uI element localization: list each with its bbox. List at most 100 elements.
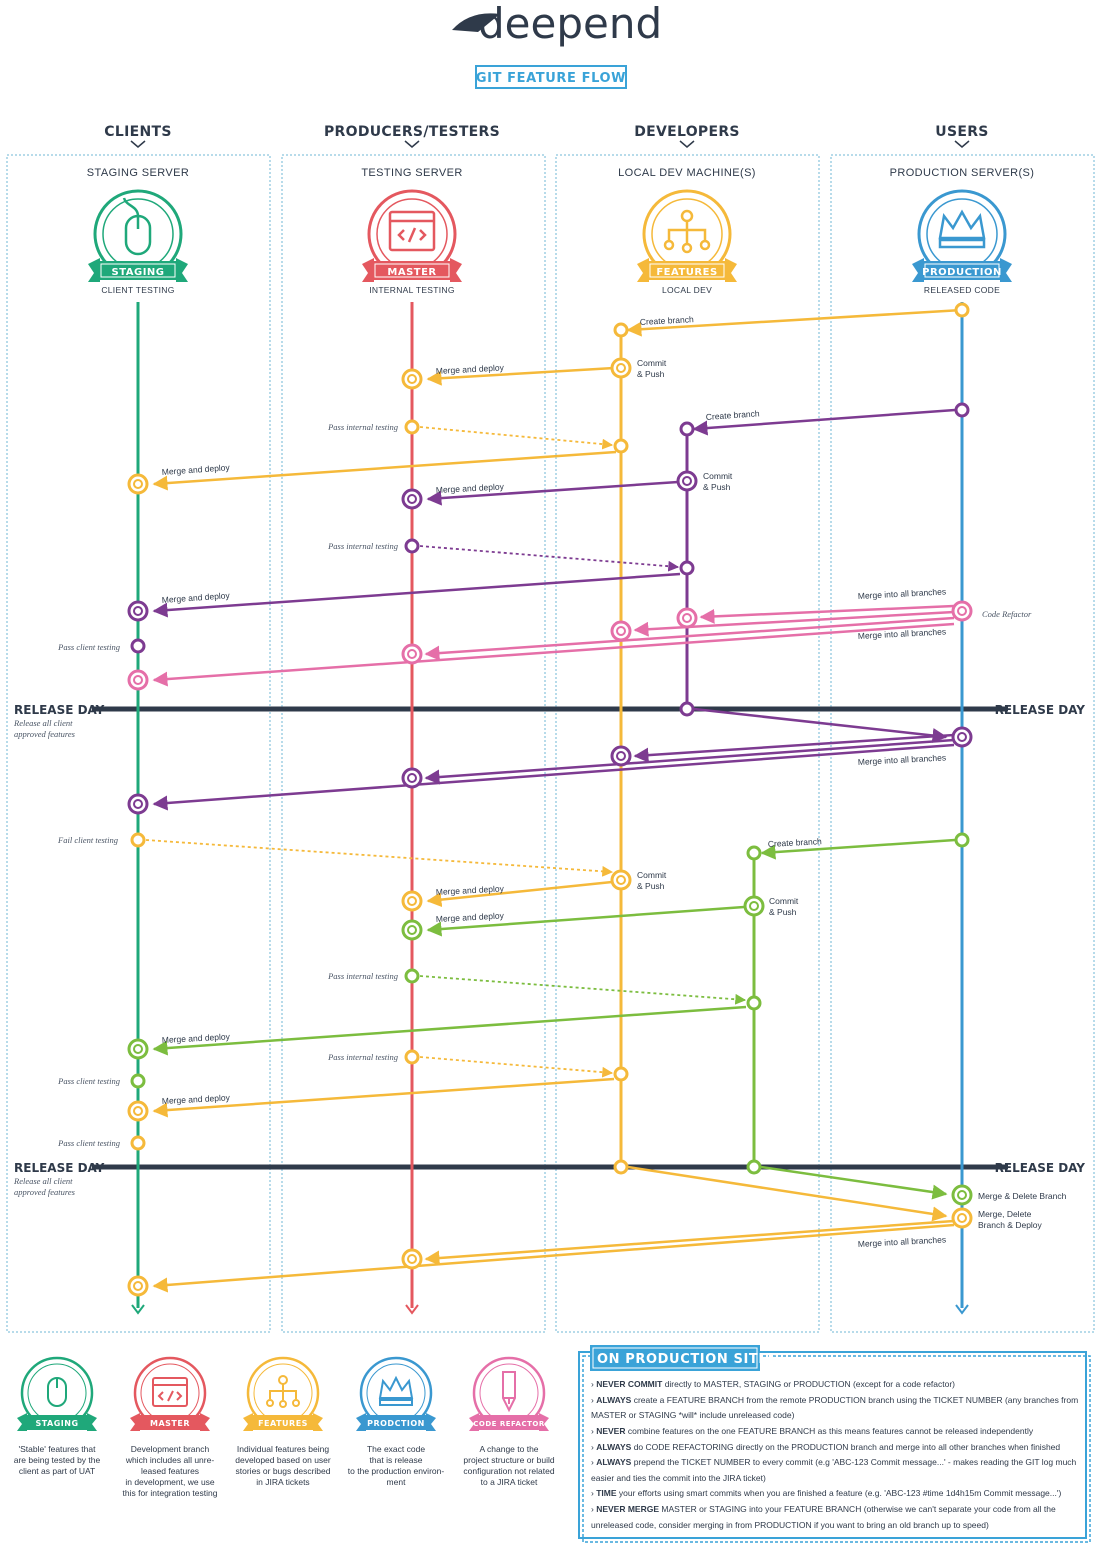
crown-icon <box>938 209 986 249</box>
release-day-label-right-1: RELEASE DAY <box>995 703 1086 717</box>
features-emblem: FEATURES <box>637 189 737 282</box>
label-merge-all-4: Merge into all branches <box>858 1234 947 1249</box>
subtitle-client-testing: CLIENT TESTING <box>101 285 174 295</box>
flow-labels: Create branch Commit & Push Merge and de… <box>57 314 1067 1249</box>
subtitle-released-code: RELEASED CODE <box>924 285 1000 295</box>
rule-line: easier and ties the commit into the JIRA… <box>591 1473 766 1483</box>
release-day-label-right-2: RELEASE DAY <box>995 1161 1086 1175</box>
legend-desc-line: client as part of UAT <box>19 1466 95 1476</box>
production-rules-box: ON PRODUCTION SITES › NEVER COMMIT direc… <box>578 1345 1091 1543</box>
branch-tree-icon <box>266 1375 300 1408</box>
rule-line: › ALWAYS prepend the TICKET NUMBER to ev… <box>591 1457 1077 1467</box>
column-header-clients: CLIENTS <box>104 124 171 140</box>
legend-desc-line: ment <box>387 1477 407 1487</box>
label-merge-deploy-1: Merge and deploy <box>436 362 505 376</box>
label-merge-delete-branch: Merge & Delete Branch <box>978 1191 1067 1201</box>
legend-desc-line: leased features <box>141 1466 199 1476</box>
label-code-refactor: Code Refactor <box>982 609 1032 619</box>
rule-line: › ALWAYS do CODE REFACTORING directly on… <box>591 1442 1060 1452</box>
legend-desc-line: to the production environ- <box>348 1466 445 1476</box>
label-commit-1: Commit <box>637 358 667 368</box>
rules-list: › NEVER COMMIT directly to MASTER, STAGI… <box>591 1379 1078 1530</box>
label-pass-client-1: Pass client testing <box>57 642 120 652</box>
label-pass-client-2: Pass client testing <box>57 1076 120 1086</box>
legend-code-refactor: CODE REFACTOR A change to the project st… <box>463 1356 555 1487</box>
legend-desc-line: in development, we use <box>125 1477 215 1487</box>
legend-staging: STAGING 'Stable' features that are being… <box>14 1356 101 1476</box>
label-pass-client-3: Pass client testing <box>57 1138 120 1148</box>
rules-title: ON PRODUCTION SITES <box>597 1352 778 1367</box>
label-create-branch-2: Create branch <box>705 408 760 422</box>
ribbon-features: FEATURES <box>656 267 717 278</box>
mouse-icon <box>122 197 152 256</box>
logo-text: deepend <box>478 0 662 48</box>
label-merge-delete: Merge, Delete <box>978 1209 1032 1219</box>
server-name-production: PRODUCTION SERVER(S) <box>890 167 1035 179</box>
legend-ribbon-features: FEATURES <box>258 1419 308 1428</box>
column-header-users: USERS <box>935 124 988 140</box>
ribbon-master: MASTER <box>387 267 436 278</box>
subtitle-internal-testing: INTERNAL TESTING <box>369 285 455 295</box>
master-emblem: MASTER <box>362 189 462 282</box>
rule-line: › NEVER combine features on the one FEAT… <box>591 1426 1034 1436</box>
column-header-developers: DEVELOPERS <box>634 124 740 140</box>
git-feature-flow-badge: GIT FEATURE FLOW <box>475 65 627 89</box>
label-push-1: & Push <box>637 369 665 379</box>
branch-tree-icon <box>663 209 711 254</box>
rule-line: › ALWAYS create a FEATURE BRANCH from th… <box>591 1395 1078 1405</box>
connections <box>145 308 963 1293</box>
legend-master: MASTER Development branch which includes… <box>123 1356 218 1498</box>
legend-desc-line: stories or bugs described <box>236 1466 331 1476</box>
legend-desc-line: The exact code <box>367 1444 425 1454</box>
rule-line: unreleased code, consider merging in fro… <box>591 1520 989 1530</box>
legend-desc-line: project structure or build <box>463 1455 554 1465</box>
label-commit-4: Commit <box>769 896 799 906</box>
rule-line: › NEVER MERGE MASTER or STAGING into you… <box>591 1504 1056 1514</box>
label-create-branch-3: Create branch <box>768 836 823 849</box>
mouse-icon <box>47 1377 67 1407</box>
label-create-branch-1: Create branch <box>640 314 695 327</box>
legend-desc-line: Development branch <box>131 1444 210 1454</box>
release-note-1a: Release all client <box>13 718 73 728</box>
label-merge-deploy-5: Merge and deploy <box>436 883 505 897</box>
label-push-3: & Push <box>637 881 665 891</box>
crown-icon <box>378 1375 414 1406</box>
legend-desc-line: configuration not related <box>463 1466 554 1476</box>
subtitle-local-dev: LOCAL DEV <box>662 285 712 295</box>
legend-desc-line: Individual features being <box>237 1444 329 1454</box>
legend-desc-line: developed based on user <box>235 1455 331 1465</box>
legend-desc-line: in JIRA tickets <box>256 1477 309 1487</box>
staging-emblem: STAGING <box>88 189 188 282</box>
legend-desc-line: that is release <box>370 1455 423 1465</box>
legend-desc-line: this for integration testing <box>123 1488 218 1498</box>
label-merge-deploy-4: Merge and deploy <box>161 590 230 605</box>
column-box-developers <box>555 154 820 1333</box>
code-window-icon <box>152 1377 188 1407</box>
label-pass-internal-3: Pass internal testing <box>327 971 398 981</box>
legend-production: PRODCTION The exact code that is release… <box>348 1356 445 1487</box>
code-window-icon <box>388 210 436 252</box>
label-merge-deploy-7: Merge and deploy <box>162 1031 231 1045</box>
release-note-2b: approved features <box>14 1187 76 1197</box>
server-name-staging: STAGING SERVER <box>87 167 189 179</box>
badge-text: GIT FEATURE FLOW <box>476 71 626 86</box>
label-pass-internal-2: Pass internal testing <box>327 541 398 551</box>
label-branch-deploy: Branch & Deploy <box>978 1220 1043 1230</box>
label-push-4: & Push <box>769 907 797 917</box>
commit-nodes <box>127 302 973 1297</box>
ribbon-production: PRODUCTION <box>922 267 1002 278</box>
legend-ribbon-staging: STAGING <box>35 1419 78 1428</box>
release-day-label-left-2: RELEASE DAY <box>14 1161 105 1175</box>
label-commit-2: Commit <box>703 471 733 481</box>
label-pass-internal-4: Pass internal testing <box>327 1052 398 1062</box>
release-note-1b: approved features <box>14 729 76 739</box>
label-merge-deploy-2: Merge and deploy <box>161 462 230 477</box>
label-commit-3: Commit <box>637 870 667 880</box>
release-day-label-left-1: RELEASE DAY <box>14 703 105 717</box>
legend: STAGING 'Stable' features that are being… <box>14 1356 555 1498</box>
label-merge-deploy-3: Merge and deploy <box>436 481 505 495</box>
legend-desc-line: are being tested by the <box>14 1455 101 1465</box>
label-fail-client: Fail client testing <box>57 835 118 845</box>
server-name-testing: TESTING SERVER <box>361 167 462 179</box>
